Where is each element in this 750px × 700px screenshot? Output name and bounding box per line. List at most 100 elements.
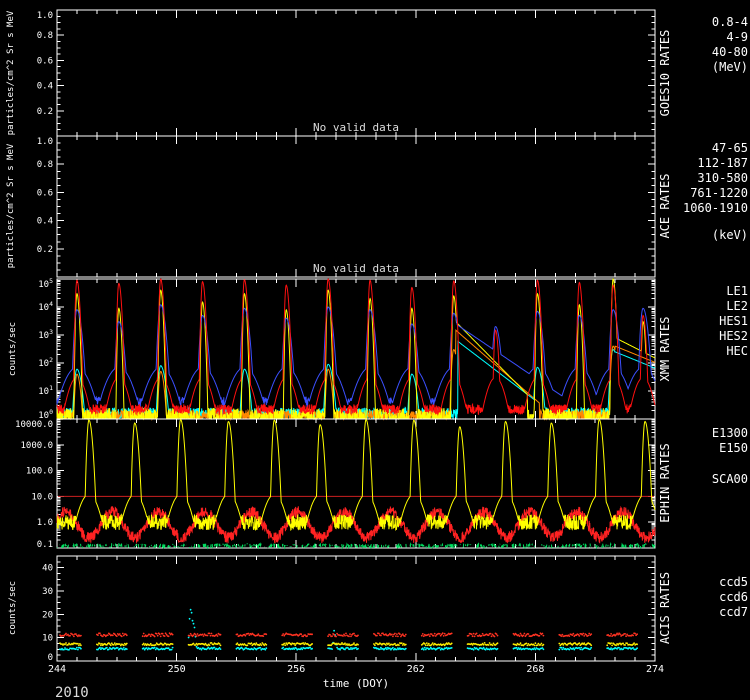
data-dot [78,645,80,647]
data-dot [374,644,376,646]
channel-label-HEC: HEC [726,344,748,358]
data-dot [348,636,350,638]
data-dot [472,635,474,637]
ytick-label-xmm: 105 [38,277,53,290]
data-dot [108,649,110,651]
ytick-label-xmm: 103 [38,328,53,341]
data-dot [537,644,539,646]
data-dot [164,635,166,637]
data-dot [203,635,205,637]
data-dot [171,649,173,651]
panel-ace: 0.20.40.60.81.047-65112-187310-580761-12… [37,136,748,277]
data-dot [99,643,101,645]
data-dot [423,635,425,637]
data-dot [380,635,382,637]
data-dot [433,635,435,637]
data-dot [405,644,407,646]
data-dot [395,635,397,637]
data-dot [442,632,444,634]
data-dot [329,634,331,636]
no-data-note-goes10: No valid data [313,121,399,134]
data-dot [423,649,425,651]
data-dot [63,649,65,651]
data-dot [476,633,478,635]
data-dot [579,649,581,651]
data-dot [65,642,67,644]
channel-label-0.8-4: 0.8-4 [712,15,748,29]
data-dot [190,633,192,635]
data-dot [561,634,563,636]
panel-acis: 010203040ccd5ccd6ccd7 [42,556,748,663]
data-dot [344,642,346,644]
data-dot [283,643,285,645]
data-dot [77,643,79,645]
ytick-label-acis: 20 [42,610,53,620]
data-dot [543,648,545,650]
data-dot [154,636,156,638]
data-dot [526,643,528,645]
data-dot [516,644,518,646]
panel-xmm: 100101102103104105LE1LE2HES1HES2HEC [38,277,748,421]
data-dot [535,642,537,644]
data-dot [265,647,267,649]
data-dot [622,643,624,645]
data-dot [157,635,159,637]
data-dot [394,643,396,645]
data-dot [311,643,313,645]
data-dot [543,644,545,646]
ytick-label-ephin: 1000.0 [20,441,53,451]
panel-title-ephin: EPHIN RATES [658,443,672,522]
data-dot [632,635,634,637]
data-dot [114,642,116,644]
channel-label-ccd5: ccd5 [719,575,748,589]
data-dot [76,647,78,649]
channel-label-310-580: 310-580 [697,171,748,185]
data-dot [494,636,496,638]
data-dot [473,633,475,635]
data-dot [237,642,239,644]
data-dot [590,633,592,635]
data-dot [524,633,526,635]
data-dot [69,635,71,637]
data-dot [159,633,161,635]
data-dot [471,633,473,635]
data-dot [401,642,403,644]
data-dot [439,633,441,635]
data-dot [451,643,453,645]
data-dot [399,633,401,635]
ytick-label-acis: 40 [42,564,53,574]
axes-ace [57,136,655,277]
data-dot [534,645,536,647]
ytick-label-xmm: 102 [38,356,53,369]
axes-xmm [57,279,655,419]
data-dot [573,649,575,651]
data-dot [405,634,407,636]
data-dot [624,644,626,646]
data-dot [488,644,490,646]
data-dot [189,618,191,620]
data-dot [619,633,621,635]
channel-label-LE1: LE1 [726,284,748,298]
data-dot [421,635,423,637]
data-dot [99,632,101,634]
data-dot [385,644,387,646]
data-dot [516,647,518,649]
data-dot [193,643,195,645]
data-dot [65,633,67,635]
radiation-summary-page: 0.20.40.60.81.00.8-44-940-80(MeV)0.20.40… [0,0,750,700]
data-dot [339,649,341,651]
ytick-label-acis: 0 [48,653,53,663]
data-dot [590,644,592,646]
data-dot [490,633,492,635]
data-dot [80,635,82,637]
data-dot [143,643,145,645]
data-dot [357,648,359,650]
data-dot [345,633,347,635]
data-dot [451,633,453,635]
data-dot [293,643,295,645]
channel-label-LE2: LE2 [726,299,748,313]
data-dot [126,643,128,645]
data-dot [282,647,284,649]
xtick-label: 250 [168,664,186,675]
data-dot [121,636,123,638]
